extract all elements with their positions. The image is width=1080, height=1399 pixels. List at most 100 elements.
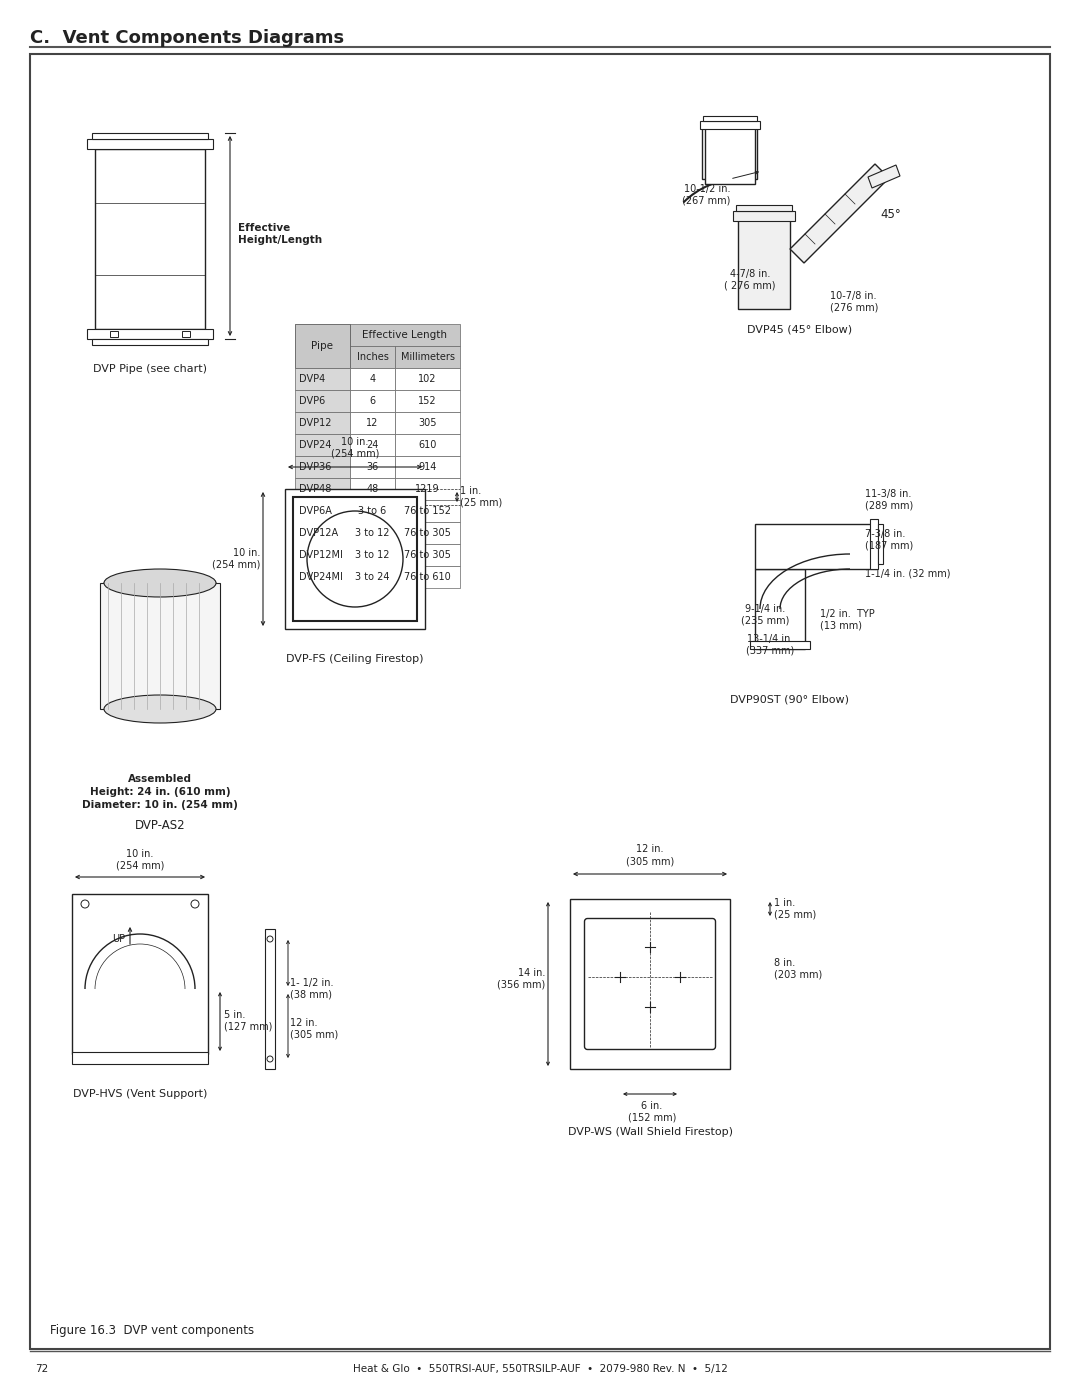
Text: DVP Pipe (see chart): DVP Pipe (see chart) xyxy=(93,364,207,374)
Text: DVP4: DVP4 xyxy=(299,374,325,383)
Bar xyxy=(100,583,220,709)
Text: 7-3/8 in.
(187 mm): 7-3/8 in. (187 mm) xyxy=(865,529,914,551)
Text: 10-1/2 in.
(267 mm): 10-1/2 in. (267 mm) xyxy=(681,185,730,206)
Text: DVP-FS (Ceiling Firestop): DVP-FS (Ceiling Firestop) xyxy=(286,653,423,665)
Bar xyxy=(350,346,395,368)
Bar xyxy=(72,894,208,1053)
Bar xyxy=(350,368,395,390)
Bar xyxy=(395,522,460,544)
Bar xyxy=(295,456,350,478)
Bar xyxy=(295,434,350,456)
Bar xyxy=(738,220,789,309)
Bar xyxy=(95,150,205,329)
Text: 4-7/8 in.
( 276 mm): 4-7/8 in. ( 276 mm) xyxy=(725,269,775,291)
Text: 1- 1/2 in.
(38 mm): 1- 1/2 in. (38 mm) xyxy=(291,978,334,1000)
Text: 12 in.
(305 mm): 12 in. (305 mm) xyxy=(291,1018,338,1039)
Circle shape xyxy=(267,936,273,942)
Bar xyxy=(350,434,395,456)
Bar xyxy=(735,206,792,211)
Text: Effective Length: Effective Length xyxy=(363,330,447,340)
Text: 12 in.
(305 mm): 12 in. (305 mm) xyxy=(626,845,674,866)
Text: 10 in.
(254 mm): 10 in. (254 mm) xyxy=(330,438,379,459)
Bar xyxy=(750,641,810,649)
Polygon shape xyxy=(789,164,889,263)
Text: 1219: 1219 xyxy=(415,484,440,494)
Bar xyxy=(395,499,460,522)
Bar xyxy=(570,900,730,1069)
Text: 5 in.
(127 mm): 5 in. (127 mm) xyxy=(224,1010,272,1032)
Bar xyxy=(295,567,350,588)
Text: DVP90ST (90° Elbow): DVP90ST (90° Elbow) xyxy=(730,694,850,704)
Bar xyxy=(72,1052,208,1065)
Text: DVP12MI: DVP12MI xyxy=(299,550,342,560)
Text: 76 to 305: 76 to 305 xyxy=(404,550,451,560)
Text: DVP12: DVP12 xyxy=(299,418,332,428)
Text: DVP48: DVP48 xyxy=(299,484,332,494)
Ellipse shape xyxy=(104,569,216,597)
Circle shape xyxy=(81,900,89,908)
Text: C.  Vent Components Diagrams: C. Vent Components Diagrams xyxy=(30,29,345,48)
Text: 3 to 12: 3 to 12 xyxy=(355,527,390,539)
Bar xyxy=(395,390,460,411)
Circle shape xyxy=(267,1056,273,1062)
Bar xyxy=(295,478,350,499)
Bar xyxy=(395,456,460,478)
Text: 1 in.
(25 mm): 1 in. (25 mm) xyxy=(460,487,502,508)
Bar xyxy=(870,519,878,569)
Text: DVP-AS2: DVP-AS2 xyxy=(135,818,186,832)
Text: 3 to 12: 3 to 12 xyxy=(355,550,390,560)
Bar xyxy=(700,120,760,129)
Text: DVP24: DVP24 xyxy=(299,441,332,450)
Text: 13-1/4 in.
(337 mm): 13-1/4 in. (337 mm) xyxy=(746,634,794,656)
Bar xyxy=(295,544,350,567)
Text: 152: 152 xyxy=(418,396,436,406)
Bar xyxy=(395,544,460,567)
Text: 76 to 305: 76 to 305 xyxy=(404,527,451,539)
Bar xyxy=(350,411,395,434)
Text: 8 in.
(203 mm): 8 in. (203 mm) xyxy=(774,958,822,979)
Circle shape xyxy=(191,900,199,908)
Text: 1 in.
(25 mm): 1 in. (25 mm) xyxy=(774,898,816,919)
Text: 305: 305 xyxy=(418,418,436,428)
Text: 76 to 152: 76 to 152 xyxy=(404,506,451,516)
Bar xyxy=(878,525,883,564)
Text: Effective
Height/Length: Effective Height/Length xyxy=(238,224,322,245)
Text: 10-7/8 in.
(276 mm): 10-7/8 in. (276 mm) xyxy=(831,291,878,312)
Text: 48: 48 xyxy=(366,484,379,494)
Text: 36: 36 xyxy=(366,462,379,471)
Text: DVP12A: DVP12A xyxy=(299,527,338,539)
Text: 72: 72 xyxy=(35,1364,49,1374)
Text: 3 to 24: 3 to 24 xyxy=(355,572,390,582)
Text: UP: UP xyxy=(112,935,125,944)
Bar xyxy=(295,499,350,522)
Text: Assembled
Height: 24 in. (610 mm)
Diameter: 10 in. (254 mm): Assembled Height: 24 in. (610 mm) Diamet… xyxy=(82,774,238,810)
Text: 6 in.
(152 mm): 6 in. (152 mm) xyxy=(627,1101,676,1122)
Text: Millimeters: Millimeters xyxy=(401,353,455,362)
Bar xyxy=(87,139,213,150)
Ellipse shape xyxy=(104,569,216,597)
Bar xyxy=(350,390,395,411)
Text: 610: 610 xyxy=(418,441,436,450)
Bar xyxy=(295,411,350,434)
FancyBboxPatch shape xyxy=(584,919,715,1049)
Bar xyxy=(350,567,395,588)
Text: 12: 12 xyxy=(366,418,379,428)
Bar xyxy=(293,497,417,621)
Bar xyxy=(295,522,350,544)
Bar xyxy=(702,125,757,179)
Text: Heat & Glo  •  550TRSI-AUF, 550TRSILP-AUF  •  2079-980 Rev. N  •  5/12: Heat & Glo • 550TRSI-AUF, 550TRSILP-AUF … xyxy=(352,1364,728,1374)
Text: 1/2 in.  TYP
(13 mm): 1/2 in. TYP (13 mm) xyxy=(820,609,875,631)
Text: 10 in.
(254 mm): 10 in. (254 mm) xyxy=(212,548,260,569)
Text: 11-3/8 in.
(289 mm): 11-3/8 in. (289 mm) xyxy=(865,490,914,511)
Bar xyxy=(755,525,875,569)
Bar xyxy=(350,478,395,499)
Bar xyxy=(395,478,460,499)
Bar xyxy=(295,390,350,411)
Bar xyxy=(92,133,208,139)
Bar xyxy=(265,929,275,1069)
Bar xyxy=(92,339,208,346)
Bar xyxy=(87,329,213,339)
Bar xyxy=(285,490,426,630)
Text: 45°: 45° xyxy=(880,207,901,221)
Bar xyxy=(350,456,395,478)
